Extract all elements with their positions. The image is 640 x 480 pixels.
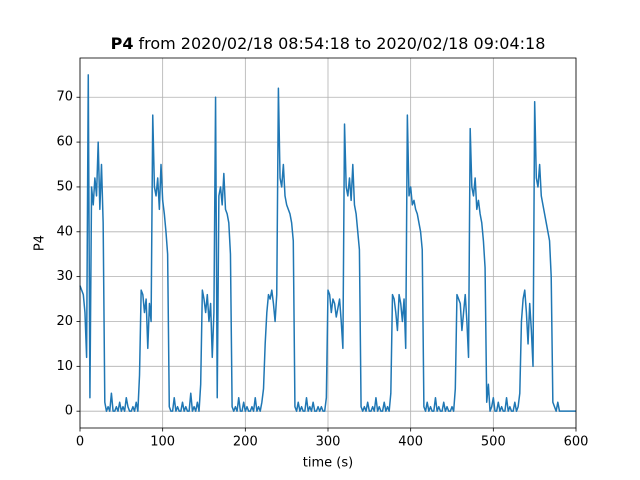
y-tick-label: 0 (65, 404, 73, 419)
data-line (79, 74, 576, 412)
plot-frame (79, 57, 577, 429)
x-tick-label: 600 (564, 435, 589, 450)
x-tick-label: 200 (233, 435, 258, 450)
y-tick-label: 70 (56, 90, 73, 105)
title-bold: P4 (111, 34, 134, 53)
y-tick-label: 10 (56, 359, 73, 374)
y-tick-label: 60 (56, 135, 73, 150)
chart-title: P4 from 2020/02/18 08:54:18 to 2020/02/18… (111, 34, 546, 53)
y-tick-label: 50 (56, 179, 73, 194)
x-tick-label: 500 (481, 435, 506, 450)
y-tick-label: 40 (56, 224, 73, 239)
x-tick-label: 0 (76, 435, 84, 450)
x-tick-label: 100 (150, 435, 175, 450)
y-tick-label: 20 (56, 314, 73, 329)
x-axis-label: time (s) (303, 456, 353, 471)
y-tick-label: 30 (56, 269, 73, 284)
title-rest: from 2020/02/18 08:54:18 to 2020/02/18 0… (138, 34, 545, 53)
x-tick-label: 400 (398, 435, 423, 450)
x-tick-label: 300 (316, 435, 341, 450)
y-axis-label: P4 (33, 235, 48, 251)
